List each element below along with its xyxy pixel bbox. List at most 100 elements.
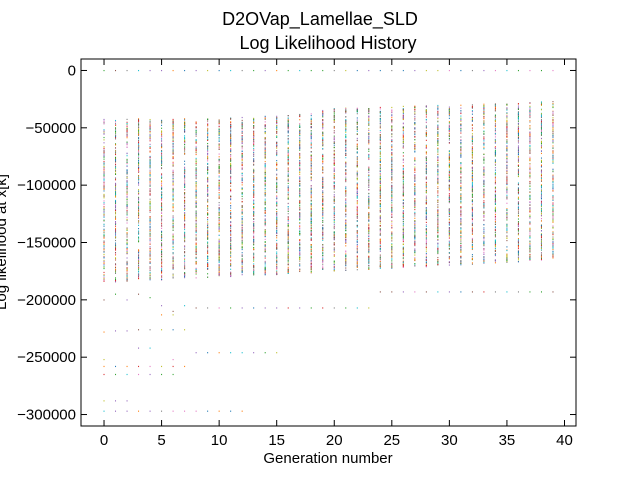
data-point [241, 142, 243, 144]
data-point [264, 208, 266, 210]
data-point [391, 112, 393, 114]
data-point [253, 242, 255, 244]
data-point [368, 243, 370, 245]
data-point [149, 173, 151, 175]
data-point [195, 131, 197, 134]
data-point [115, 205, 117, 207]
data-point [103, 259, 105, 262]
data-point [356, 197, 358, 199]
data-point [322, 204, 324, 207]
data-point [184, 251, 186, 253]
data-point [149, 218, 151, 220]
data-point [207, 257, 209, 259]
data-point [103, 168, 105, 171]
data-point [241, 155, 243, 158]
data-point [126, 216, 128, 219]
data-point [149, 220, 151, 222]
data-point [195, 261, 197, 263]
data-point [161, 272, 163, 274]
data-point [310, 246, 312, 248]
data-point [402, 138, 404, 140]
data-point [391, 202, 393, 204]
data-point [184, 255, 186, 257]
data-point [138, 126, 140, 128]
data-point [333, 248, 335, 250]
data-point [241, 241, 243, 243]
data-point [138, 204, 140, 206]
data-point [126, 273, 128, 275]
data-point [345, 143, 347, 145]
data-point [207, 133, 209, 135]
data-point [218, 129, 220, 131]
data-point [391, 186, 393, 188]
data-point [172, 175, 174, 177]
data-point [391, 190, 393, 193]
data-point [138, 176, 140, 178]
data-point [195, 200, 197, 202]
data-point [299, 265, 301, 267]
data-point [184, 245, 186, 247]
data-point [172, 218, 174, 220]
data-point [138, 277, 140, 279]
data-point [310, 220, 312, 222]
data-point [172, 189, 174, 191]
data-point [207, 180, 209, 182]
data-point [126, 222, 128, 224]
data-point [402, 161, 404, 164]
data-point [138, 127, 140, 129]
data-point [115, 227, 117, 229]
data-point [310, 233, 312, 235]
data-point [253, 221, 255, 223]
data-point [379, 192, 381, 195]
data-point [126, 123, 128, 125]
data-point [207, 205, 209, 207]
data-point [253, 271, 255, 273]
data-point [172, 146, 174, 148]
data-point [322, 172, 324, 174]
data-point [207, 217, 209, 219]
data-point [230, 262, 232, 265]
data-point [345, 235, 347, 237]
data-point [287, 147, 289, 150]
data-point [149, 137, 151, 139]
data-point [161, 119, 163, 122]
data-point [161, 277, 163, 279]
data-point [356, 251, 358, 253]
data-point [287, 240, 289, 242]
data-point [287, 191, 289, 193]
data-point [172, 268, 174, 270]
data-point [253, 215, 255, 217]
data-point [207, 181, 209, 183]
data-point [368, 121, 370, 123]
data-point [345, 185, 347, 188]
data-point [264, 274, 266, 276]
data-point [299, 269, 301, 271]
data-point [402, 212, 404, 214]
data-point [322, 246, 324, 248]
data-point [103, 206, 105, 208]
data-point [287, 147, 289, 149]
data-point [276, 235, 278, 237]
data-point [207, 136, 209, 138]
data-point [402, 123, 404, 125]
data-point [103, 202, 105, 204]
data-point [138, 128, 140, 131]
data-point [230, 264, 232, 266]
data-point [161, 219, 163, 221]
data-point [322, 215, 324, 217]
data-point [218, 176, 220, 178]
data-point [230, 149, 232, 151]
data-point [287, 202, 289, 205]
data-point [115, 221, 117, 223]
data-point [391, 152, 393, 154]
data-point [264, 152, 266, 154]
data-point [218, 255, 220, 257]
data-point [184, 225, 186, 227]
data-point [115, 244, 117, 247]
data-point [126, 264, 128, 266]
data-point [264, 225, 266, 227]
data-point [276, 266, 278, 268]
data-point [310, 137, 312, 139]
data-point [161, 208, 163, 210]
